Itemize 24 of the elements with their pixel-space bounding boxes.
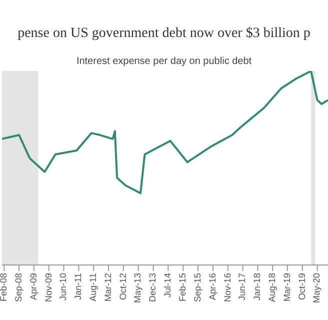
x-tick-label: Feb-15 [178, 273, 188, 302]
x-tick-label: Oct-12 [118, 273, 128, 300]
x-tick-label: Jan-18 [252, 273, 262, 301]
x-tick-label: May-20 [312, 273, 322, 304]
chart-title: pense on US government debt now over $3 billion p [16, 26, 312, 42]
x-tick-label: Jul-14 [162, 273, 173, 298]
x-tick-label: Sep-08 [13, 273, 24, 302]
x-tick-label: Feb-08 [0, 273, 9, 302]
x-tick-label: Jun-17 [237, 273, 248, 301]
x-tick-label: Apr-09 [28, 273, 38, 300]
x-tick-label: Sep-15 [192, 273, 202, 302]
x-tick-label: Mar-12 [102, 273, 113, 302]
x-tick-label: Aug-18 [266, 273, 277, 302]
x-tick-label: Oct-19 [296, 273, 307, 300]
x-tick-label: Dec-13 [148, 273, 158, 302]
x-tick-label: Apr-16 [207, 273, 218, 300]
x-tick-label: May-13 [132, 273, 143, 304]
x-tick-label: Aug-11 [88, 273, 98, 302]
x-tick-label: Jan-11 [73, 273, 84, 300]
x-tick-label: Nov-09 [43, 273, 54, 302]
chart-subtitle: Interest expense per day on public debt [75, 56, 253, 67]
x-tick-label: Jun-10 [58, 273, 68, 301]
x-tick-label: Mar-19 [282, 273, 292, 302]
x-tick-label: Nov-16 [222, 273, 232, 302]
